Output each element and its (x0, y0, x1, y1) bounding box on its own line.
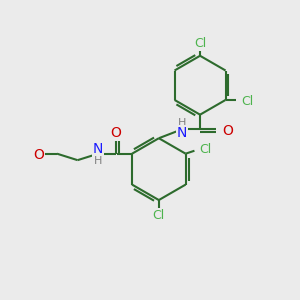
Text: O: O (222, 124, 233, 138)
Text: Cl: Cl (153, 209, 165, 222)
Text: O: O (110, 126, 121, 140)
Text: H: H (94, 156, 102, 166)
Text: O: O (33, 148, 44, 162)
Text: H: H (31, 150, 39, 160)
Text: N: N (177, 126, 187, 140)
Text: Cl: Cl (241, 95, 254, 108)
Text: Cl: Cl (200, 143, 212, 156)
Text: Cl: Cl (194, 37, 206, 50)
Text: H: H (178, 118, 186, 128)
Text: N: N (93, 142, 104, 156)
